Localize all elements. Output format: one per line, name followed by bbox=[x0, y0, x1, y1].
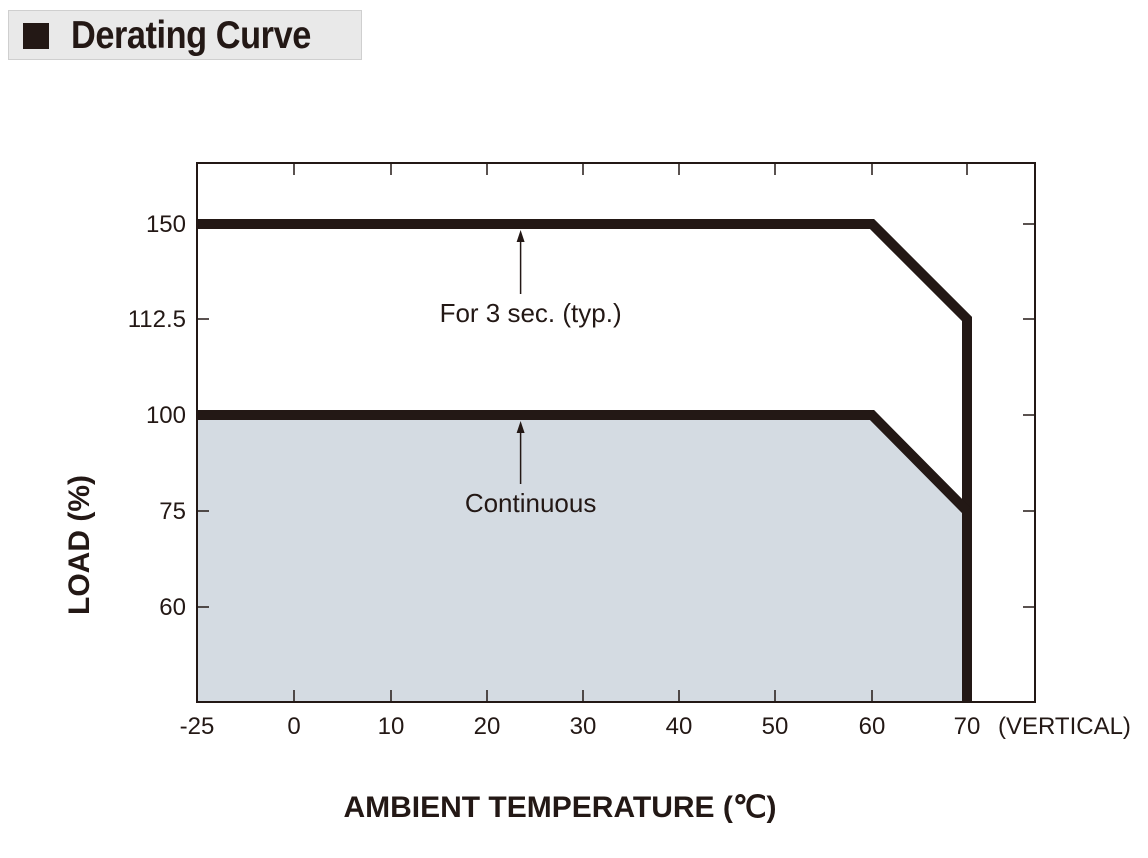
x-tick-label: 50 bbox=[762, 713, 789, 740]
annotation-arrow-head bbox=[516, 230, 525, 242]
x-tick-label: 30 bbox=[570, 713, 597, 740]
page-title: Derating Curve bbox=[71, 14, 311, 57]
y-tick-label: 112.5 bbox=[128, 306, 186, 333]
x-tick-label: 60 bbox=[859, 713, 886, 740]
x-tick-label: -25 bbox=[180, 713, 215, 740]
x-tick-label: 40 bbox=[666, 713, 693, 740]
title-square-icon bbox=[23, 23, 49, 49]
y-tick-label: 75 bbox=[159, 498, 186, 525]
x-tick-label: 70 bbox=[954, 713, 981, 740]
y-tick-label: 150 bbox=[146, 211, 186, 238]
x-tick-label: 0 bbox=[287, 713, 300, 740]
x-axis-suffix: (VERTICAL) bbox=[998, 713, 1131, 740]
annotation-label: Continuous bbox=[465, 488, 597, 518]
y-tick-label: 60 bbox=[159, 594, 186, 621]
continuous-region bbox=[197, 415, 967, 702]
y-axis-label: LOAD (%) bbox=[63, 475, 96, 615]
continuous-load-line bbox=[197, 410, 971, 515]
annotation-label: For 3 sec. (typ.) bbox=[440, 298, 622, 328]
y-tick-label: 100 bbox=[146, 402, 186, 429]
annotation-arrow-head bbox=[516, 421, 525, 433]
x-axis-label: AMBIENT TEMPERATURE (℃) bbox=[343, 791, 777, 824]
plot-frame bbox=[196, 162, 1036, 703]
x-tick-label: 20 bbox=[474, 713, 501, 740]
x-tick-label: 10 bbox=[378, 713, 405, 740]
title-banner: Derating Curve bbox=[8, 10, 362, 60]
